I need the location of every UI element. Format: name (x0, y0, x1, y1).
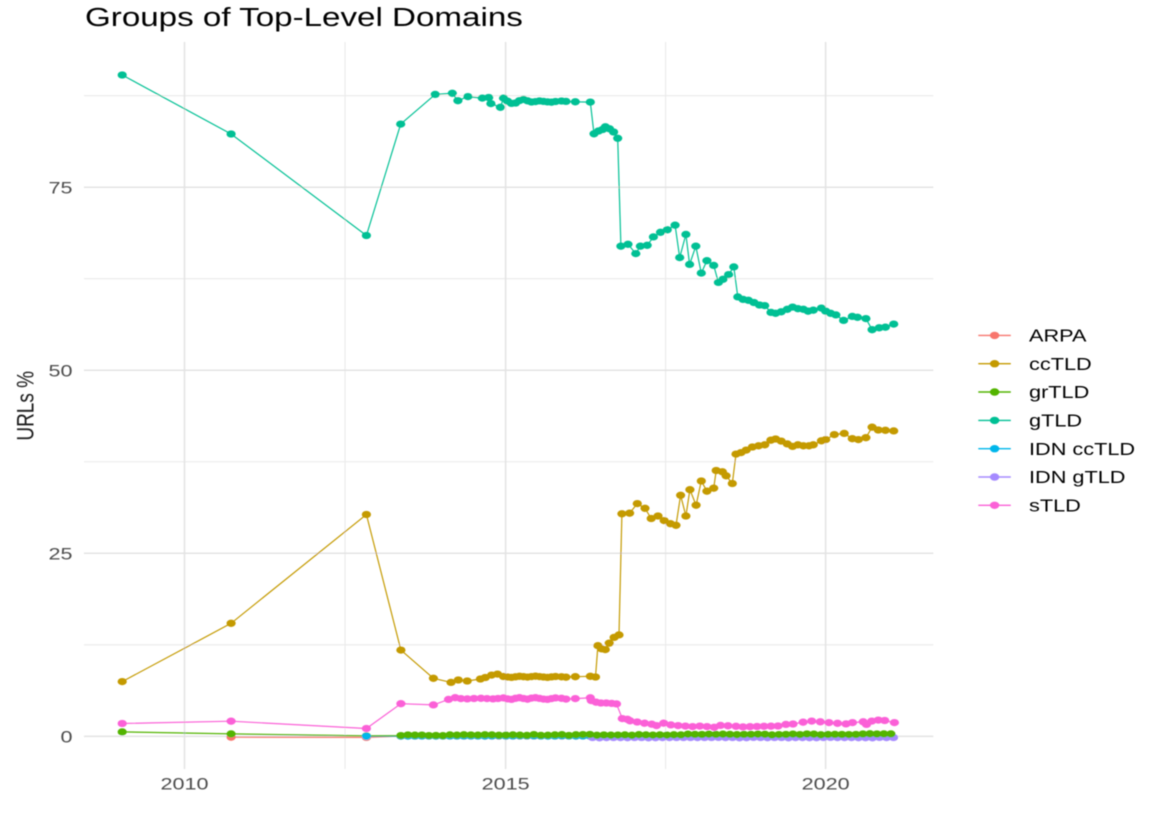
svg-text:URLs %: URLs % (11, 371, 39, 441)
svg-text:75: 75 (48, 179, 72, 198)
svg-text:0: 0 (60, 728, 72, 747)
svg-text:2020: 2020 (802, 775, 850, 794)
svg-text:IDN gTLD: IDN gTLD (1029, 468, 1125, 487)
svg-text:sTLD: sTLD (1029, 497, 1081, 516)
svg-text:gTLD: gTLD (1029, 412, 1082, 431)
svg-text:ccTLD: ccTLD (1029, 355, 1092, 374)
svg-text:2015: 2015 (482, 775, 530, 794)
svg-text:25: 25 (48, 545, 72, 564)
svg-text:grTLD: grTLD (1029, 383, 1089, 402)
svg-text:2010: 2010 (160, 775, 208, 794)
svg-text:ARPA: ARPA (1029, 327, 1087, 346)
svg-text:Groups of Top-Level Domains: Groups of Top-Level Domains (85, 3, 523, 32)
svg-text:50: 50 (48, 362, 72, 381)
svg-text:IDN ccTLD: IDN ccTLD (1029, 440, 1135, 459)
